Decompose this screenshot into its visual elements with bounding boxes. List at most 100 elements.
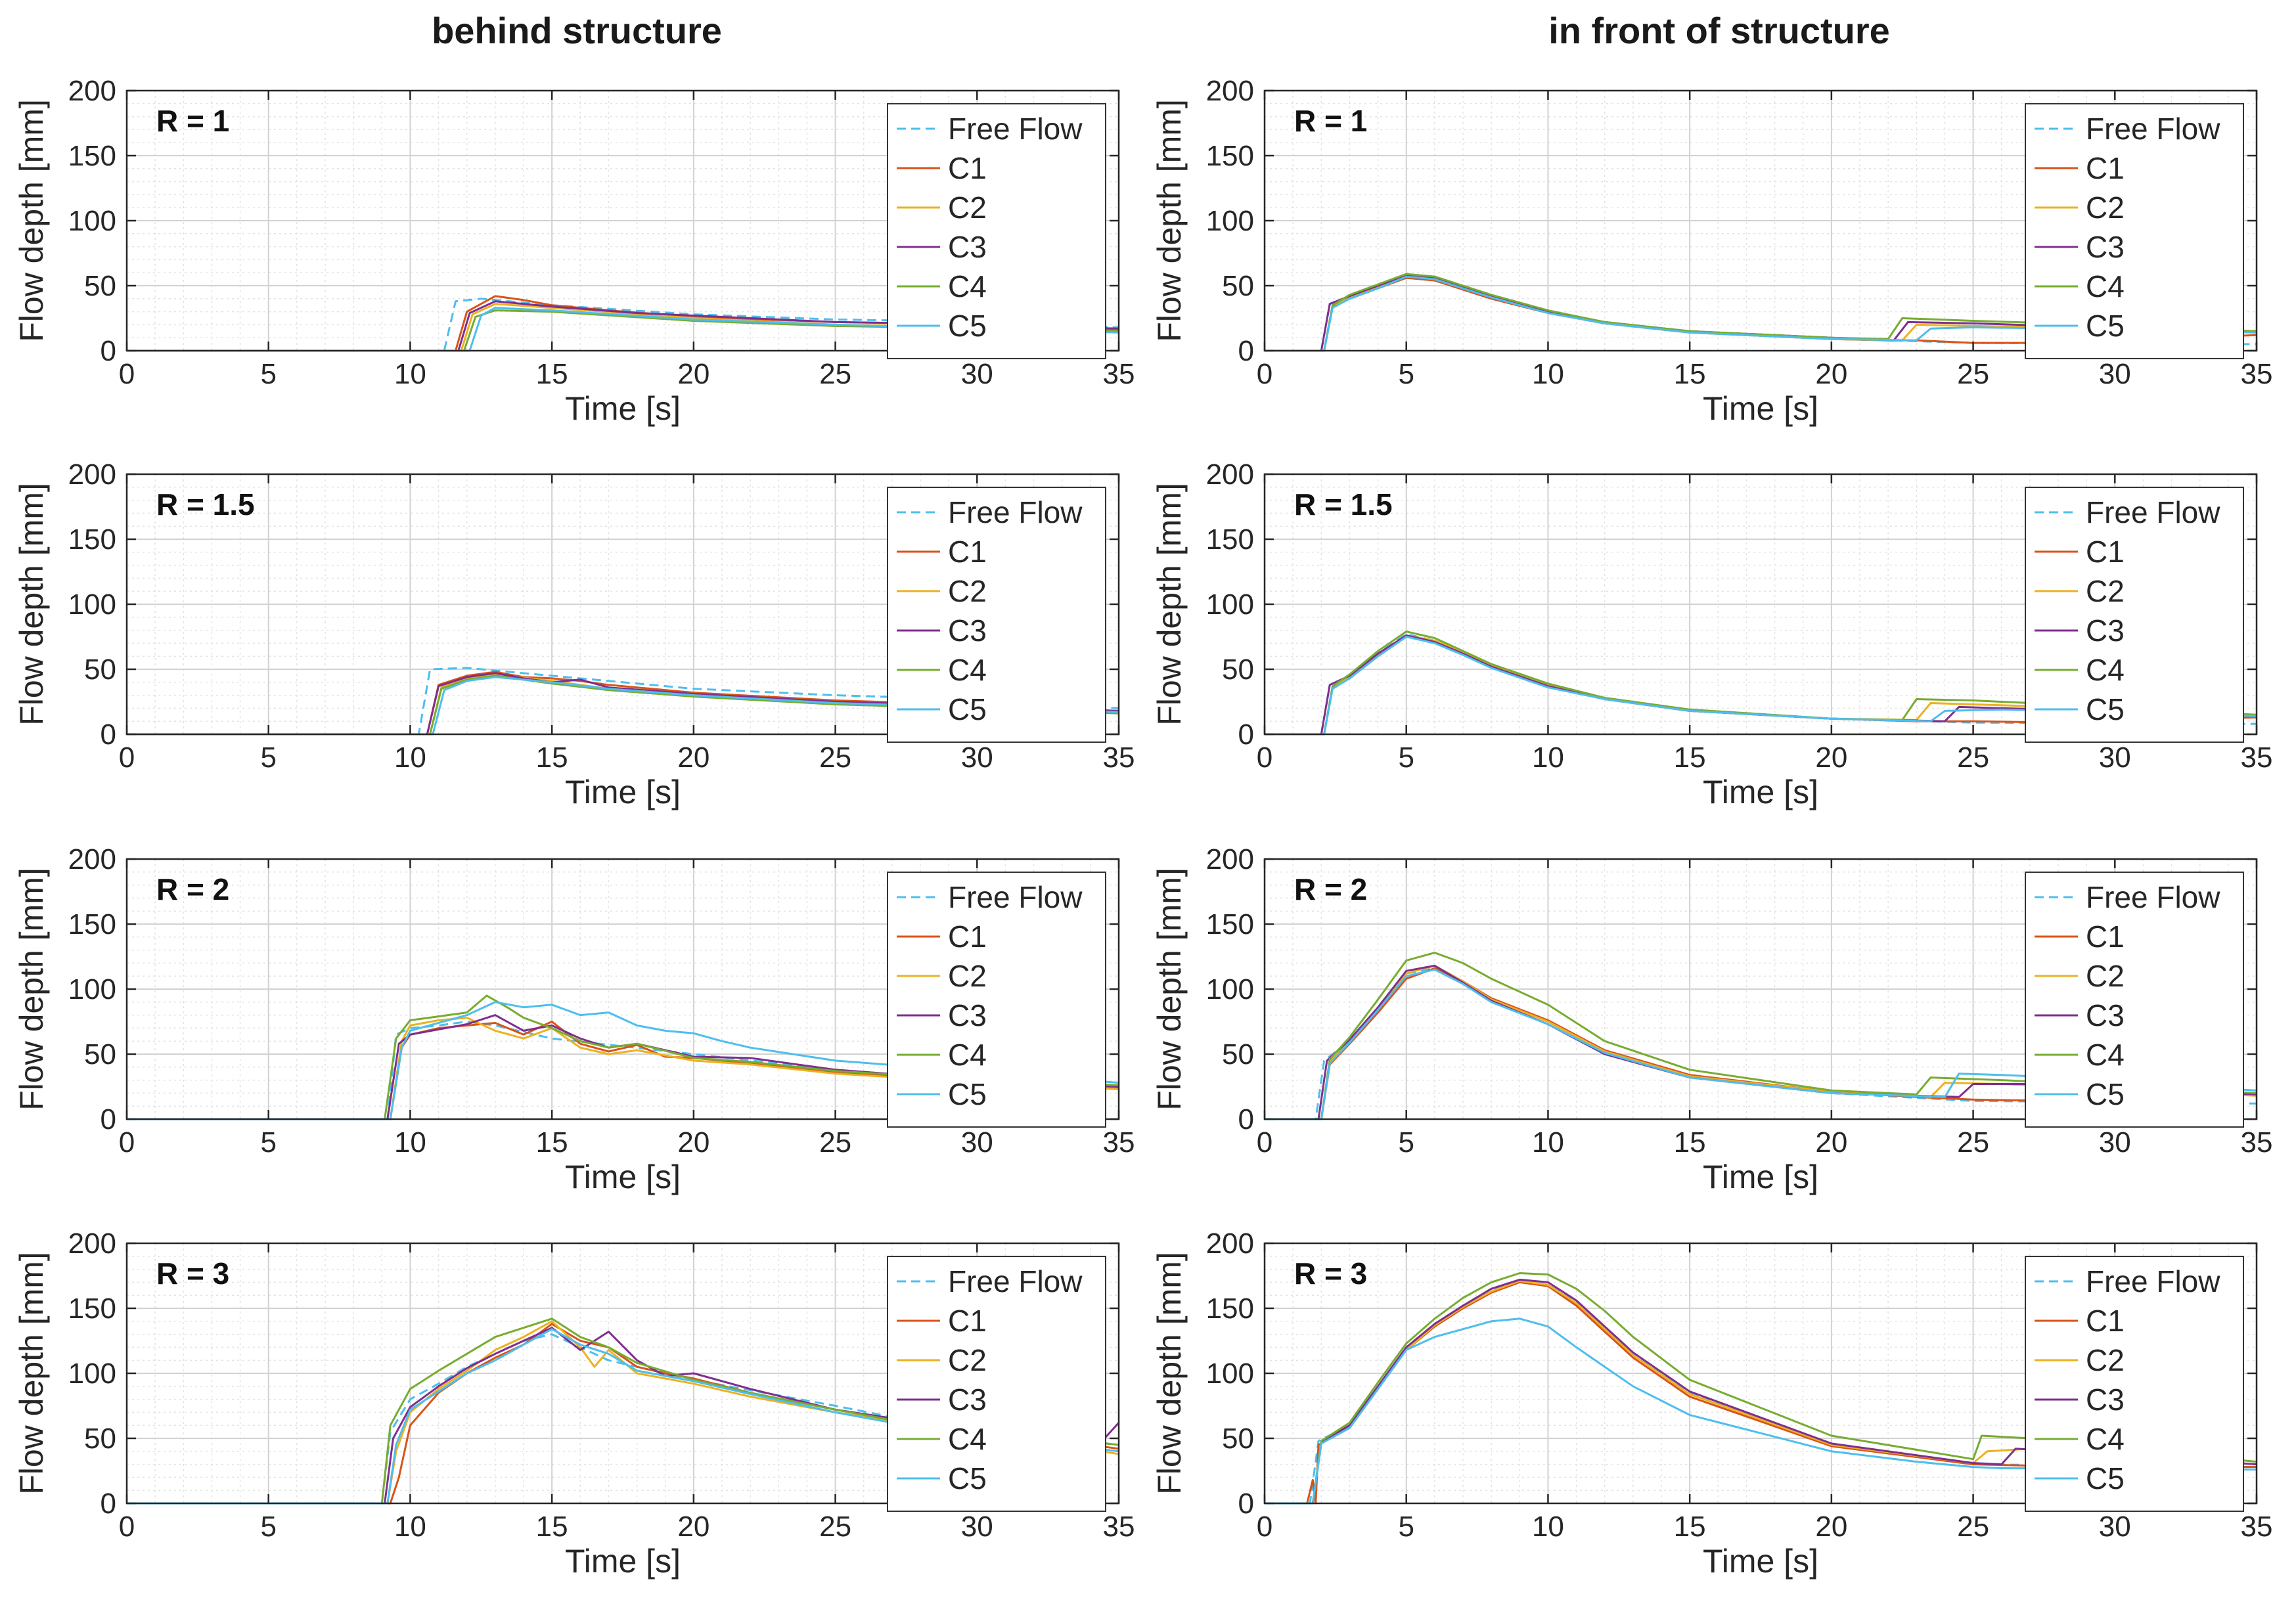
x-axis-label: Time [s]	[565, 390, 681, 427]
legend-entry: C4	[2086, 1422, 2125, 1456]
series-c5	[1265, 636, 2257, 736]
x-tick-label: 15	[1674, 1126, 1706, 1159]
x-tick-label: 10	[394, 1126, 426, 1159]
panel-label: R = 1.5	[156, 487, 255, 521]
series-c5	[1265, 275, 2257, 352]
legend-box	[887, 872, 1106, 1128]
legend-entry: C5	[2086, 309, 2125, 343]
legend-entry: C1	[948, 535, 987, 569]
legend-box	[2025, 487, 2244, 743]
y-tick-label: 100	[1206, 588, 1254, 621]
x-tick-label: 20	[677, 358, 709, 390]
series-c1	[127, 671, 1119, 736]
x-tick-label: 15	[536, 358, 568, 390]
x-tick-label: 10	[394, 1511, 426, 1543]
x-tick-label: 15	[536, 741, 568, 774]
x-axis-label: Time [s]	[565, 1159, 681, 1195]
y-tick-label: 0	[1238, 719, 1254, 751]
legend-entry: C2	[948, 190, 987, 225]
x-tick-label: 10	[1532, 358, 1564, 390]
x-tick-label: 10	[1532, 741, 1564, 774]
y-tick-label: 50	[1222, 1038, 1254, 1071]
legend-box	[2025, 872, 2244, 1128]
x-tick-label: 30	[961, 1126, 993, 1159]
x-tick-label: 5	[260, 358, 276, 390]
y-axis-label: Flow depth [mm]	[13, 99, 50, 342]
y-tick-label: 100	[1206, 1358, 1254, 1390]
y-tick-label: 150	[68, 140, 116, 172]
legend-entry: C2	[2086, 574, 2125, 608]
legend-entry: C4	[2086, 269, 2125, 303]
x-tick-label: 20	[1815, 741, 1847, 774]
y-tick-label: 100	[1206, 973, 1254, 1006]
x-tick-label: 0	[119, 741, 135, 774]
legend: Free Flow C1 C2 C3 C4 C5	[2025, 103, 2244, 359]
series-c4	[127, 994, 1119, 1120]
legend-entry: C2	[2086, 190, 2125, 225]
x-tick-label: 35	[2241, 1126, 2273, 1159]
legend-entry: C5	[948, 1461, 987, 1495]
legend: Free Flow C1 C2 C3 C4 C5	[887, 872, 1106, 1128]
series-c4	[1265, 631, 2257, 736]
legend-entry: C5	[2086, 1077, 2125, 1111]
y-tick-label: 100	[68, 973, 116, 1006]
y-tick-label: 100	[68, 588, 116, 621]
y-axis-label: Flow depth [mm]	[1151, 483, 1188, 726]
legend-entry: C3	[2086, 230, 2125, 264]
ticks	[1263, 1242, 2258, 1505]
y-tick-label: 200	[1206, 458, 1254, 491]
x-tick-label: 30	[961, 741, 993, 774]
legend-entry: C3	[2086, 998, 2125, 1032]
legend-entry: C5	[948, 1077, 987, 1111]
x-tick-label: 20	[677, 1126, 709, 1159]
column-title-front: in front of structure	[1548, 10, 1890, 51]
y-tick-label: 50	[84, 270, 116, 302]
x-tick-label: 15	[536, 1511, 568, 1543]
y-tick-label: 200	[68, 75, 116, 107]
x-tick-label: 30	[961, 1511, 993, 1543]
x-tick-label: 15	[1674, 358, 1706, 390]
legend-box	[2025, 103, 2244, 359]
panel-label: R = 3	[156, 1256, 229, 1291]
y-tick-label: 50	[84, 1038, 116, 1071]
legend-entry: C1	[948, 919, 987, 954]
ticks	[1263, 858, 2258, 1120]
legend-entry: C3	[2086, 1383, 2125, 1417]
legend-entry: Free Flow	[2086, 880, 2220, 914]
panel-label: R = 1	[156, 104, 229, 138]
series-c3	[127, 300, 1119, 352]
legend: Free Flow C1 C2 C3 C4 C5	[2025, 487, 2244, 743]
x-tick-label: 15	[1674, 1511, 1706, 1543]
panel-label: R = 3	[1294, 1256, 1367, 1291]
x-tick-label: 20	[1815, 1511, 1847, 1543]
legend: Free Flow C1 C2 C3 C4 C5	[887, 487, 1106, 743]
y-tick-label: 50	[1222, 1423, 1254, 1455]
panel-label: R = 2	[1294, 872, 1367, 906]
legend-entry: Free Flow	[948, 112, 1083, 146]
y-tick-label: 50	[1222, 653, 1254, 686]
x-tick-label: 0	[119, 1126, 135, 1159]
x-tick-label: 35	[2241, 741, 2273, 774]
series-group	[127, 667, 1119, 736]
legend-entry: C1	[948, 1304, 987, 1338]
y-tick-label: 150	[1206, 140, 1254, 172]
x-tick-label: 10	[1532, 1511, 1564, 1543]
x-tick-label: 15	[1674, 741, 1706, 774]
x-tick-label: 35	[1103, 1126, 1135, 1159]
chart-front-R1: 0 5 10 15 20 25 30 35 0 50 100 150 200 Time [s] Flow d…	[1151, 75, 2272, 427]
legend-entry: C5	[2086, 692, 2125, 726]
legend-entry: C4	[948, 1422, 987, 1456]
legend-entry: Free Flow	[2086, 1264, 2220, 1298]
x-tick-label: 5	[1398, 741, 1414, 774]
x-tick-label: 5	[1398, 358, 1414, 390]
x-tick-label: 30	[2099, 1511, 2131, 1543]
x-tick-label: 30	[2099, 358, 2131, 390]
x-tick-label: 5	[1398, 1511, 1414, 1543]
legend-entry: Free Flow	[948, 1264, 1083, 1298]
x-tick-label: 10	[394, 358, 426, 390]
legend-entry: C3	[948, 998, 987, 1032]
y-tick-label: 200	[68, 1228, 116, 1260]
y-tick-label: 200	[1206, 843, 1254, 875]
series-c4	[1265, 273, 2257, 352]
